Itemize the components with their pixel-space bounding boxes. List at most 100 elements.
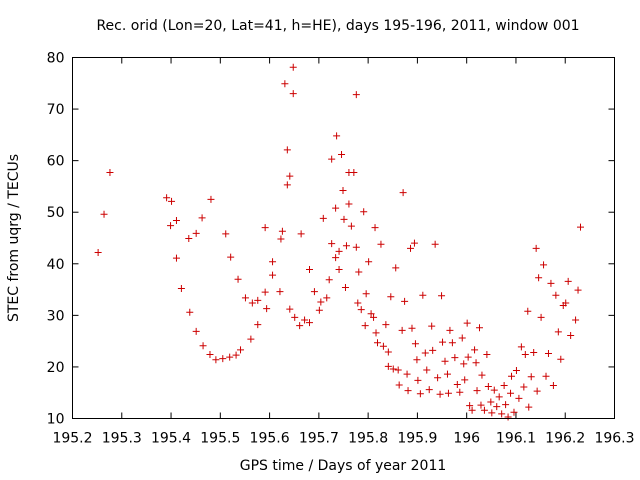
data-point [283,146,291,154]
data-point [572,316,580,324]
data-point [365,258,373,266]
data-point [186,308,194,316]
data-point [495,393,503,401]
data-point [540,261,548,269]
data-point [286,305,294,313]
data-point [500,381,508,389]
y-tick-label: 20 [47,360,65,376]
data-point [254,321,262,329]
data-point [323,294,331,302]
data-point [317,298,325,306]
data-point [431,240,439,248]
x-tick-label: 196 [453,431,480,447]
data-point [278,227,286,235]
data-point [464,353,472,361]
data-point [370,313,378,321]
data-point [410,239,418,247]
data-point [372,329,380,337]
data-point [441,357,449,365]
data-point [502,401,510,409]
data-point [342,242,350,250]
data-point [395,381,403,389]
data-point [222,230,230,238]
data-point [490,386,498,394]
data-point [498,410,506,418]
data-point [458,334,466,342]
data-point [448,339,456,347]
data-point [478,371,486,379]
data-point [535,274,543,282]
data-point [350,169,358,177]
data-point [488,409,496,417]
data-point [301,316,309,324]
data-point [434,374,442,382]
data-point [574,286,582,294]
data-point [425,386,433,394]
data-point [310,288,318,296]
data-point [493,403,501,411]
data-point [549,381,557,389]
data-point [530,348,538,356]
data-point [319,214,327,222]
data-point [527,373,535,381]
data-point [443,370,451,378]
data-point [261,224,269,232]
data-point [473,387,481,395]
data-point [510,408,518,416]
data-point [227,253,235,261]
data-point [517,343,525,351]
data-point [484,383,492,391]
data-point [306,265,314,273]
data-point [198,214,206,222]
data-point [206,351,214,359]
data-point [552,291,560,299]
data-point [333,132,341,140]
data-point [335,247,343,255]
data-point [328,155,336,163]
data-point [373,339,381,347]
y-tick-label: 70 [47,102,65,118]
data-point [471,346,479,354]
data-point [508,372,516,380]
data-point [289,63,297,71]
y-tick-label: 60 [47,154,65,170]
data-point [421,349,429,357]
data-point [460,360,468,368]
data-point [352,243,360,251]
data-point [525,403,533,411]
data-point [289,90,297,98]
data-point [436,390,444,398]
data-point [483,351,491,359]
data-point [389,365,397,373]
data-point [248,299,256,307]
data-point [475,324,483,332]
data-point [512,367,520,375]
data-point [554,328,562,336]
data-point [354,299,362,307]
data-point [345,200,353,208]
data-point [277,235,285,243]
data-point [537,313,545,321]
data-point [163,194,171,202]
data-point [340,215,348,223]
data-point [384,348,392,356]
data-point [335,265,343,273]
data-point [487,398,495,406]
y-tick-label: 30 [47,308,65,324]
data-point [444,389,452,397]
data-point [404,387,412,395]
data-point [94,248,102,256]
data-point [515,394,523,402]
data-point [468,406,476,414]
x-axis-label: GPS time / Days of year 2011 [240,458,447,474]
data-point [232,351,240,359]
data-point [542,372,550,380]
data-point [411,340,419,348]
data-point [456,388,464,396]
data-points [94,63,585,421]
x-tick-label: 196.2 [545,431,585,447]
data-point [207,195,215,203]
data-point [394,366,402,374]
data-point [461,376,469,384]
